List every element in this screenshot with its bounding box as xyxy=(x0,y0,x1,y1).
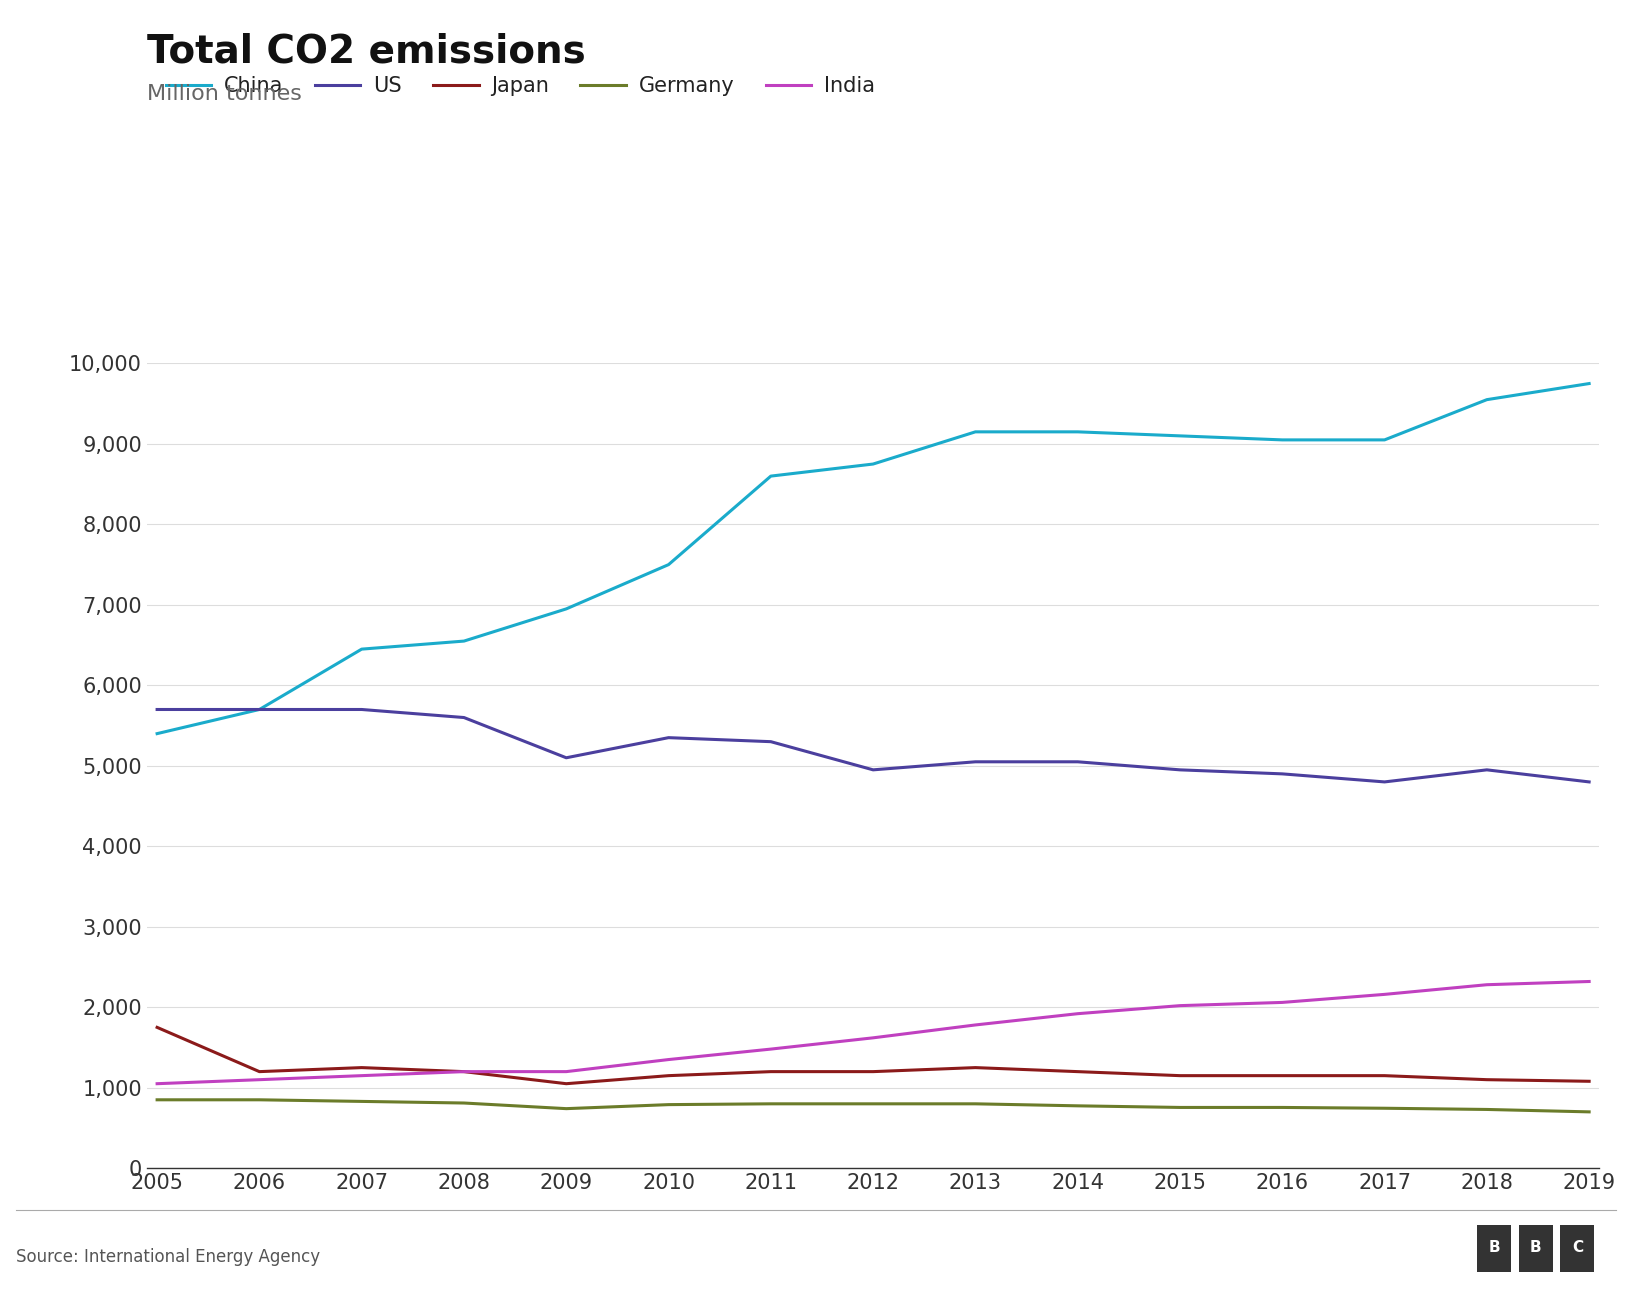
FancyBboxPatch shape xyxy=(1518,1225,1554,1272)
Legend: China, US, Japan, Germany, India: China, US, Japan, Germany, India xyxy=(157,67,883,105)
Text: Total CO2 emissions: Total CO2 emissions xyxy=(147,32,586,70)
Text: B: B xyxy=(1529,1240,1542,1255)
Text: B: B xyxy=(1488,1240,1500,1255)
Text: C: C xyxy=(1572,1240,1583,1255)
Text: Million tonnes: Million tonnes xyxy=(147,84,302,104)
Text: Source: International Energy Agency: Source: International Energy Agency xyxy=(16,1247,320,1266)
FancyBboxPatch shape xyxy=(1477,1225,1511,1272)
FancyBboxPatch shape xyxy=(1560,1225,1594,1272)
